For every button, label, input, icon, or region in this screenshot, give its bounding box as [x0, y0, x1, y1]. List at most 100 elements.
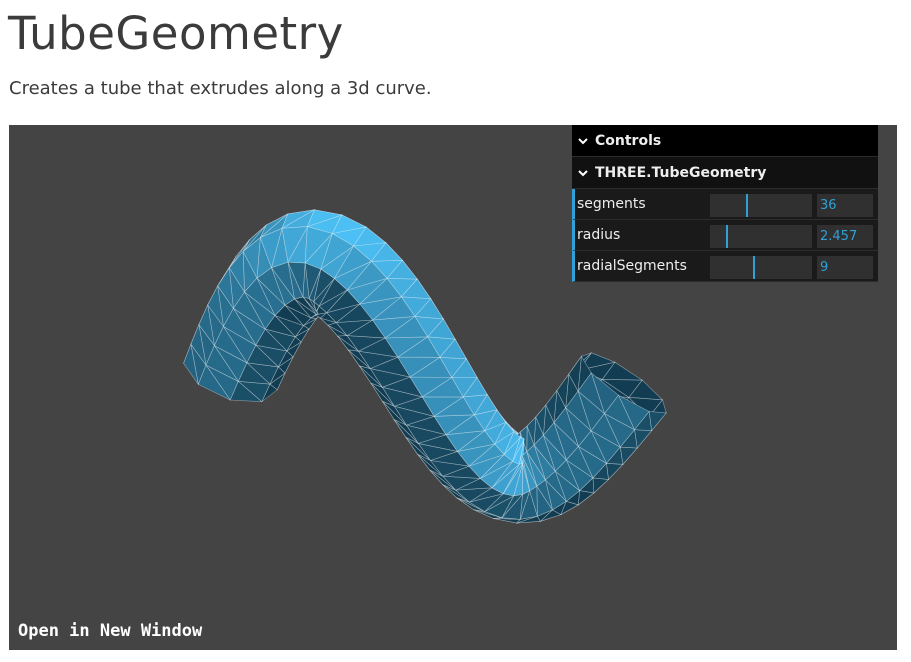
tube-face — [286, 336, 302, 352]
tube-face — [304, 233, 333, 270]
tube-face — [556, 373, 570, 409]
tube-face — [214, 325, 248, 364]
tube-face — [303, 317, 318, 326]
radialsegments-slider-handle[interactable] — [752, 256, 755, 279]
folder-label: THREE.TubeGeometry — [595, 164, 767, 181]
tube-face — [554, 459, 580, 491]
tube-face — [232, 291, 266, 330]
tube-face — [456, 497, 485, 512]
tube-face — [294, 298, 317, 319]
tube-face — [222, 307, 257, 346]
tube-face — [535, 404, 547, 436]
tubegeometry-folder[interactable]: THREE.TubeGeometry — [572, 157, 878, 189]
tube-face — [565, 445, 594, 479]
radialsegments-label: radialSegments — [577, 258, 687, 274]
tube-face — [473, 394, 498, 416]
segments-slider-handle[interactable] — [745, 194, 748, 217]
tube-face — [325, 289, 361, 314]
tube-face — [565, 459, 594, 492]
tube-face — [261, 383, 278, 402]
controls-header-label: Controls — [595, 132, 662, 149]
tube-face — [468, 493, 505, 512]
tube-face — [281, 226, 308, 263]
tube-face — [229, 239, 250, 269]
tube-face — [648, 411, 667, 432]
radius-control: radius — [572, 220, 878, 251]
tube-face — [207, 284, 224, 327]
page-title: TubeGeometry — [8, 7, 344, 60]
tube-face — [577, 430, 608, 465]
tube-face — [590, 413, 621, 448]
tube-face — [544, 478, 567, 511]
tube-face — [318, 289, 348, 314]
tube-face — [604, 394, 636, 431]
tube-face — [284, 298, 312, 319]
tube-face — [521, 451, 538, 487]
tube-face — [397, 356, 441, 378]
segments-slider[interactable] — [710, 194, 812, 217]
controls-header[interactable]: Controls — [572, 125, 878, 157]
tube-face — [370, 382, 395, 407]
tube-face — [359, 365, 383, 388]
tube-face — [421, 377, 464, 398]
tube-face — [396, 336, 441, 358]
open-in-new-window-link[interactable]: Open in New Window — [18, 621, 203, 641]
tube-face — [605, 446, 624, 465]
radius-slider[interactable] — [710, 225, 812, 248]
tube-face — [601, 361, 644, 381]
tube-face — [372, 316, 416, 339]
tube-face — [494, 430, 515, 456]
tube-face — [544, 470, 567, 502]
tube-face — [237, 362, 271, 385]
tube-face — [606, 462, 624, 481]
tube-face — [293, 296, 317, 315]
tube-face — [333, 261, 372, 291]
controls-panel: Controls THREE.TubeGeometry segments rad… — [572, 125, 878, 282]
segments-control: segments — [572, 189, 878, 220]
render-viewport[interactable]: Open in New Window Controls THREE.TubeGe… — [9, 125, 897, 650]
tube-face — [198, 303, 215, 346]
tube-face — [577, 372, 606, 415]
tube-face — [516, 515, 541, 524]
tube-face — [295, 325, 310, 338]
tube-face — [244, 277, 276, 316]
tube-face — [306, 209, 343, 228]
tube-face — [520, 490, 531, 520]
radialsegments-input[interactable] — [817, 256, 873, 279]
tube-face — [565, 390, 592, 432]
tube-face — [205, 344, 240, 383]
tube-face — [382, 400, 407, 426]
tube-face — [242, 236, 261, 280]
segments-input[interactable] — [817, 194, 873, 217]
radialsegments-slider[interactable] — [710, 256, 812, 279]
tube-face — [393, 405, 436, 426]
page-description: Creates a tube that extrudes along a 3d … — [9, 78, 432, 99]
radius-slider-handle[interactable] — [726, 225, 729, 248]
tube-face — [358, 277, 402, 305]
tube-face — [260, 213, 289, 238]
tube-face — [217, 255, 237, 287]
tube-face — [480, 454, 514, 479]
tube-face — [214, 345, 248, 382]
tube-face — [259, 227, 283, 269]
tube-face — [197, 364, 232, 401]
tube-face — [256, 267, 286, 306]
tube-face — [347, 349, 371, 369]
radialsegments-control: radialSegments — [572, 251, 878, 282]
tube-face — [331, 214, 367, 234]
tube-face — [304, 226, 333, 264]
radius-input[interactable] — [817, 225, 873, 248]
tube-face — [246, 344, 280, 368]
tube-face — [223, 326, 257, 364]
tube-face — [287, 261, 306, 298]
tube-face — [520, 454, 530, 491]
tube-face — [505, 421, 515, 432]
tube-face — [503, 431, 521, 455]
tube-mesh[interactable] — [9, 125, 897, 650]
tube-face — [242, 224, 267, 252]
tube-face — [228, 250, 245, 294]
tube-face — [469, 487, 505, 503]
tube-face — [281, 209, 315, 229]
tube-face — [426, 318, 456, 340]
tube-face — [526, 416, 537, 446]
